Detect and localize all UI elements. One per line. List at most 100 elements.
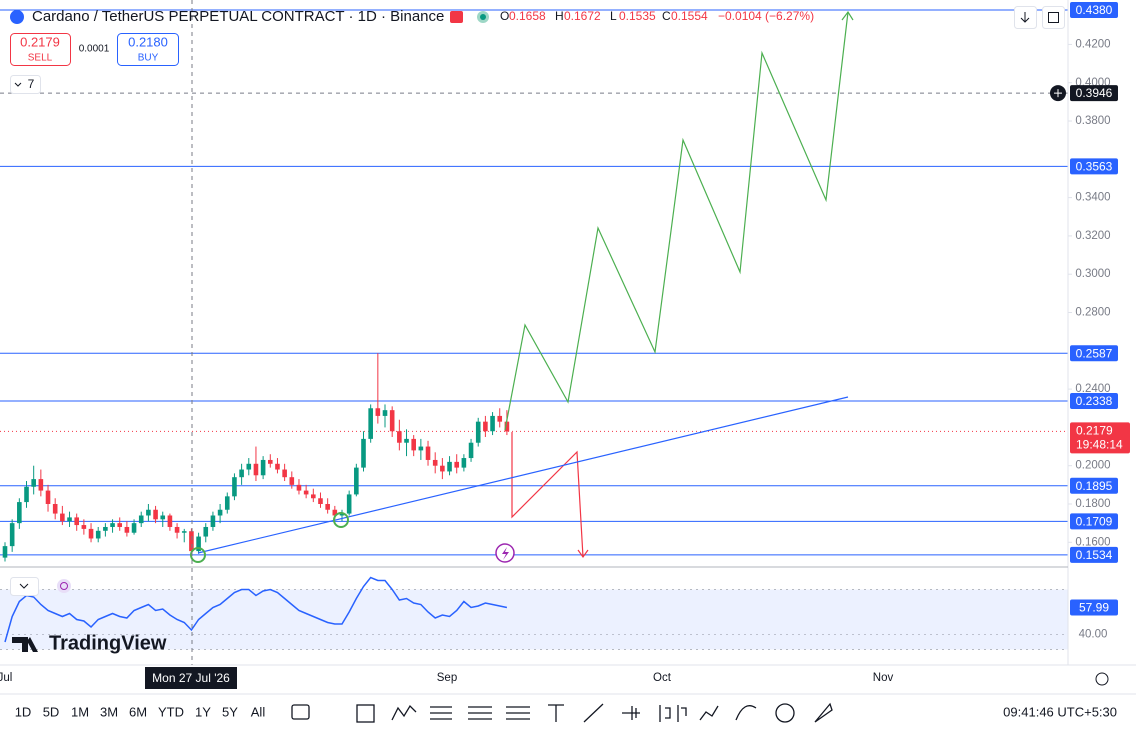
tool-icon[interactable] [699, 705, 719, 721]
candle-body [196, 536, 201, 552]
candle-body [31, 479, 36, 487]
ohlc-letter: C [662, 9, 671, 23]
refresh-icon[interactable] [57, 579, 71, 593]
trend-line[interactable] [197, 396, 849, 554]
event-bolt [502, 547, 509, 560]
tool-icon[interactable] [814, 702, 833, 723]
change: −0.0104 (−6.27%) [718, 9, 814, 23]
tool-icon[interactable] [391, 704, 417, 721]
timeframe[interactable]: 1D [15, 704, 32, 719]
candle-body [253, 463, 259, 476]
candle-body [267, 459, 273, 464]
candle-body [447, 461, 452, 472]
x-tick-label: Oct [653, 672, 672, 684]
x-tick-label: Sep [437, 672, 457, 684]
y-tick-label: 0.1800 [1075, 498, 1110, 510]
candle-body [425, 446, 431, 460]
rsi-last: 57.99 [1079, 601, 1109, 615]
tool-icon[interactable] [677, 705, 687, 722]
projection-path[interactable] [504, 11, 849, 431]
ohlc-readout: O 0.1658 H 0.1672 L 0.1535 C 0.1554 [500, 9, 708, 23]
candle-body [282, 469, 287, 478]
tool-icon[interactable] [291, 704, 310, 720]
pivot-circle[interactable] [333, 512, 349, 528]
crosshair-label-box [1070, 85, 1118, 102]
ohlc-letter: O [500, 9, 509, 23]
bearish-path[interactable] [511, 432, 584, 558]
timeframe[interactable]: 1Y [195, 704, 211, 719]
candle-body [38, 479, 44, 491]
buy-button[interactable] [117, 33, 179, 66]
sell-label: SELL [28, 53, 53, 64]
tool-icon[interactable] [659, 705, 671, 722]
candle-body [124, 526, 130, 533]
tool-icon[interactable] [583, 703, 604, 723]
chevron [14, 82, 22, 87]
level-label: 0.1709 [1076, 515, 1113, 529]
ohlc-value: 0.1554 [671, 9, 708, 23]
candle-body [432, 459, 438, 466]
indicators-toggle[interactable] [10, 75, 41, 94]
candle-body [296, 484, 302, 491]
candle-body [461, 458, 467, 468]
level-label: 0.1534 [1076, 548, 1113, 562]
tool-icon[interactable] [775, 703, 795, 723]
settings-icon[interactable] [1095, 672, 1109, 686]
candle-body [81, 525, 87, 529]
candle-body [354, 467, 359, 495]
crosshair-date-box [145, 667, 237, 689]
candle-body [418, 446, 424, 451]
tool-icon[interactable] [468, 706, 492, 720]
candle-body [303, 490, 309, 495]
candle-body [131, 523, 137, 533]
down-arrow [1020, 12, 1030, 23]
level-label-box [1070, 392, 1118, 409]
tool-icon[interactable] [622, 706, 640, 720]
indicator-count: 7 [28, 77, 35, 91]
candle-body [117, 523, 123, 527]
candle-body [217, 509, 223, 516]
candle-body [45, 490, 51, 504]
tool-icon[interactable] [548, 704, 564, 722]
candle-body [138, 515, 144, 524]
candle-body [52, 504, 58, 514]
candle-body [153, 509, 158, 520]
level-label: 0.4380 [1076, 3, 1113, 17]
pivot-circle[interactable] [190, 547, 206, 563]
tool-icon[interactable] [506, 706, 530, 720]
candle-body [375, 408, 381, 416]
candle-body [260, 459, 266, 476]
add-icon [1054, 89, 1062, 98]
timeframe[interactable]: YTD [158, 704, 184, 719]
rsi-last-box [1070, 599, 1118, 616]
fullscreen-button[interactable] [1042, 6, 1065, 29]
ohlc-value: 0.1672 [564, 9, 601, 23]
tool-icon[interactable] [430, 706, 452, 720]
timeframe[interactable]: 6M [129, 704, 147, 719]
sell-button[interactable] [10, 33, 71, 66]
candle-body [74, 517, 79, 526]
candle-body [311, 494, 316, 499]
chart-layer: 0.1600 0.1800 0.2000 0.2400 0.2800 0.3000 0.32… [0, 9, 1111, 650]
bottom-toolbar [0, 694, 1136, 733]
tool-icon[interactable] [735, 705, 757, 721]
alert-icon[interactable] [450, 11, 463, 23]
status-dot-core [480, 14, 486, 20]
ohlc-letter: H [555, 9, 564, 23]
timeframe[interactable]: 1M [71, 704, 89, 719]
timeframe[interactable]: All [251, 704, 266, 719]
pane-collapse[interactable] [10, 577, 39, 596]
rsi-tick-label: 40.00 [1079, 629, 1108, 641]
tool-icon[interactable] [356, 704, 375, 723]
level-label-box [1070, 477, 1118, 494]
candle-body [475, 421, 481, 443]
level-label-box [1070, 546, 1118, 563]
chevron [19, 583, 29, 589]
timeframe[interactable]: 3M [100, 704, 118, 719]
level-label: 0.3563 [1076, 160, 1113, 174]
candle-body [181, 531, 187, 533]
timeframe[interactable]: 5Y [222, 704, 238, 719]
timeframe[interactable]: 5D [43, 704, 60, 719]
candle-body [504, 421, 510, 432]
candle-body [203, 526, 209, 537]
